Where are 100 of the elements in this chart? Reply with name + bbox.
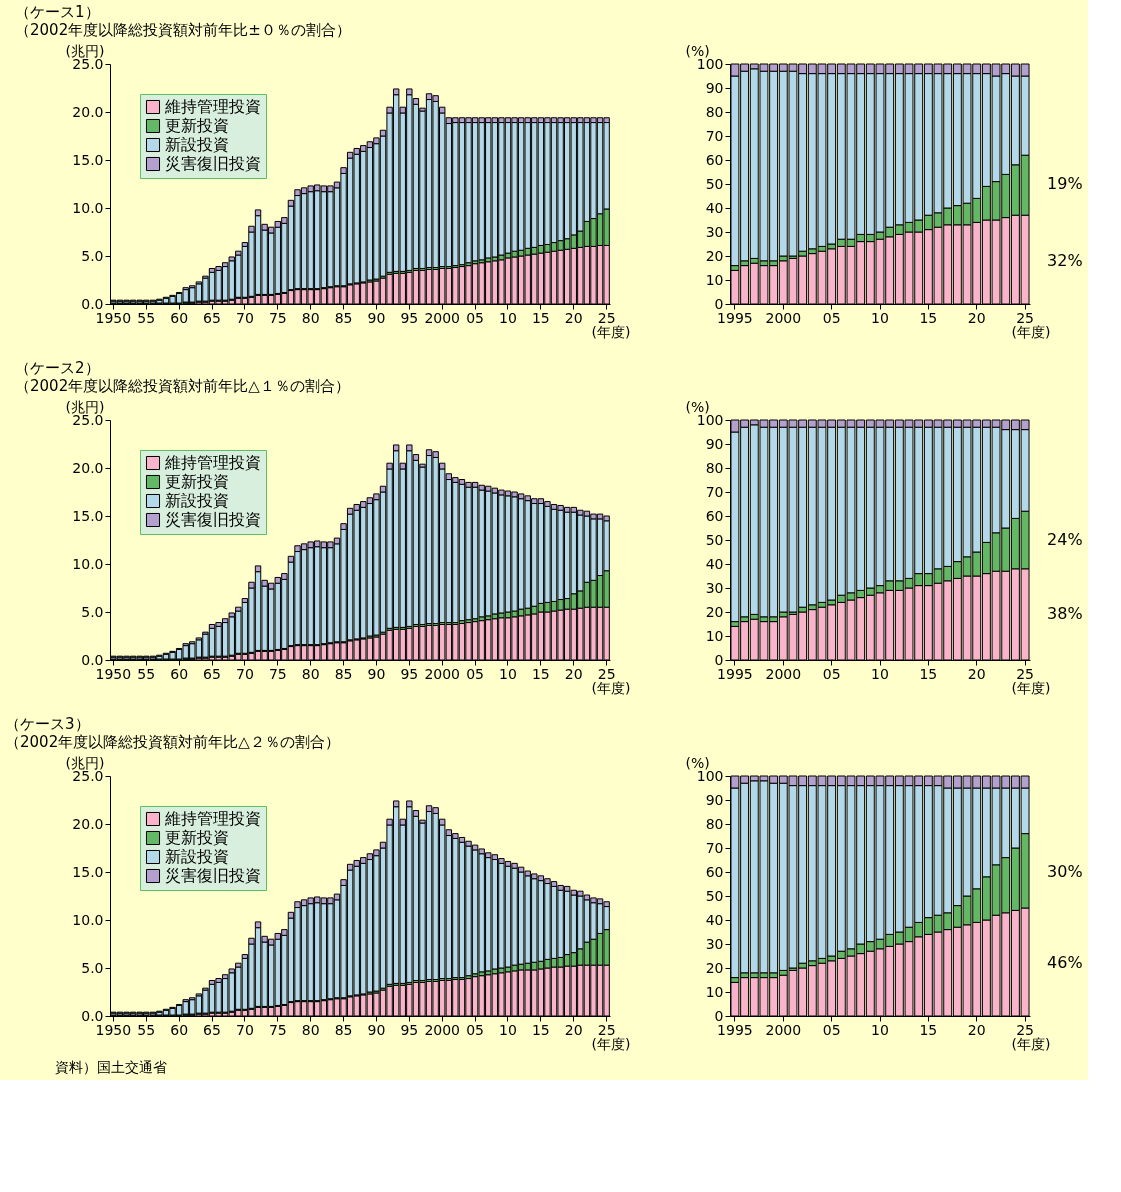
- x-tick-label: 60: [170, 309, 189, 326]
- y-tick-label: 10: [705, 983, 724, 1000]
- chart-title: （ケース1）: [15, 3, 100, 21]
- x-tick-label: 20: [564, 665, 583, 682]
- y-tick-label: 0.0: [81, 1007, 104, 1024]
- y-tick-label: 30: [705, 223, 724, 240]
- x-tick-label: 15: [531, 1021, 550, 1038]
- x-tick-label: 70: [235, 1021, 254, 1038]
- x-tick-label: 95: [400, 665, 419, 682]
- x-tick-label: 85: [334, 309, 353, 326]
- x-tick-label: 60: [170, 665, 189, 682]
- x-tick-label: 05: [466, 309, 485, 326]
- x-tick-label: 10: [871, 1021, 889, 1038]
- legend-label: 更新投資: [165, 828, 229, 847]
- x-tick-label: 55: [137, 665, 156, 682]
- legend-label: 新設投資: [165, 491, 229, 510]
- y-tick-label: 40: [705, 911, 724, 928]
- legend-label: 災害復旧投資: [165, 866, 261, 885]
- x-tick-label: 25: [597, 1021, 616, 1038]
- x-axis-title: (年度): [1011, 1035, 1051, 1052]
- x-tick-label: 10: [871, 665, 889, 682]
- x-tick-label: 90: [367, 1021, 386, 1038]
- annotation: 19%: [1047, 174, 1083, 193]
- x-tick-label: 05: [466, 1021, 485, 1038]
- x-tick-label: 95: [400, 309, 419, 326]
- y-tick-label: 15.0: [72, 507, 104, 524]
- y-tick-label: 10: [705, 627, 724, 644]
- x-tick-label: 25: [597, 665, 616, 682]
- y-axis-title: (兆円): [65, 754, 105, 771]
- y-tick-label: 20: [705, 247, 724, 264]
- y-tick-label: 20.0: [72, 459, 104, 476]
- x-tick-label: 10: [499, 309, 517, 326]
- x-tick-label: 05: [822, 309, 841, 326]
- y-tick-label: 0.0: [81, 651, 104, 668]
- y-axis-title: (%): [685, 398, 710, 415]
- x-axis-title: (年度): [591, 679, 631, 696]
- x-tick-label: 10: [499, 1021, 517, 1038]
- x-axis-title: (年度): [591, 323, 631, 340]
- x-tick-label: 2000: [424, 665, 461, 682]
- legend-label: 維持管理投資: [164, 97, 261, 116]
- y-tick-label: 60: [705, 151, 724, 168]
- x-axis-title: (年度): [1011, 679, 1051, 696]
- x-tick-label: 75: [268, 1021, 287, 1038]
- x-tick-label: 65: [203, 665, 221, 682]
- y-tick-label: 80: [705, 103, 724, 120]
- annotation: 46%: [1047, 953, 1083, 973]
- x-tick-label: 75: [268, 665, 287, 682]
- x-tick-label: 05: [822, 1021, 841, 1038]
- annotation: 24%: [1047, 530, 1083, 549]
- x-tick-label: 1995: [717, 665, 753, 682]
- y-tick-label: 20.0: [72, 815, 104, 832]
- x-tick-label: 65: [203, 1021, 221, 1038]
- legend-label: 新設投資: [165, 847, 229, 866]
- x-tick-label: 1950: [95, 665, 132, 682]
- text: 資料）国土交通省: [55, 1059, 167, 1075]
- x-tick-label: 20: [564, 1021, 583, 1038]
- x-tick-label: 55: [137, 1021, 156, 1038]
- x-tick-label: 70: [235, 665, 254, 682]
- x-tick-label: 25: [597, 309, 616, 326]
- x-tick-label: 2000: [424, 309, 461, 326]
- legend-label: 災害復旧投資: [165, 154, 261, 173]
- x-tick-label: 90: [367, 309, 386, 326]
- y-tick-label: 90: [705, 791, 724, 808]
- x-tick-label: 20: [564, 309, 583, 326]
- y-tick-label: 10.0: [72, 199, 104, 216]
- x-tick-label: 80: [301, 309, 320, 326]
- y-tick-label: 10: [705, 271, 724, 288]
- x-tick-label: 05: [822, 665, 841, 682]
- legend-label: 維持管理投資: [164, 809, 261, 828]
- y-tick-label: 40: [705, 199, 724, 216]
- y-tick-label: 80: [705, 815, 724, 832]
- x-tick-label: 65: [203, 309, 221, 326]
- y-tick-label: 60: [705, 507, 724, 524]
- y-tick-label: 50: [705, 531, 724, 548]
- y-tick-label: 30: [705, 579, 724, 596]
- x-tick-label: 1995: [717, 309, 753, 326]
- x-tick-label: 25: [1016, 309, 1034, 326]
- y-tick-label: 5.0: [81, 959, 104, 976]
- y-tick-label: 70: [705, 839, 724, 856]
- x-tick-label: 10: [499, 665, 517, 682]
- x-tick-label: 15: [919, 309, 938, 326]
- y-tick-label: 5.0: [81, 603, 104, 620]
- y-tick-label: 70: [705, 483, 724, 500]
- x-tick-label: 20: [967, 665, 986, 682]
- y-tick-label: 90: [705, 79, 724, 96]
- y-tick-label: 80: [705, 459, 724, 476]
- y-tick-label: 10.0: [72, 555, 104, 572]
- x-tick-label: 1950: [95, 1021, 132, 1038]
- y-tick-label: 5.0: [81, 247, 104, 264]
- y-tick-label: 15.0: [72, 863, 104, 880]
- x-tick-label: 60: [170, 1021, 189, 1038]
- legend-label: 更新投資: [165, 116, 229, 135]
- x-tick-label: 15: [531, 665, 550, 682]
- annotation: 32%: [1047, 250, 1083, 270]
- y-tick-label: 50: [705, 175, 724, 192]
- annotation: 38%: [1047, 604, 1083, 624]
- x-tick-label: 15: [531, 309, 550, 326]
- y-tick-label: 15.0: [72, 151, 104, 168]
- x-tick-label: 85: [334, 665, 353, 682]
- x-tick-label: 1950: [95, 309, 132, 326]
